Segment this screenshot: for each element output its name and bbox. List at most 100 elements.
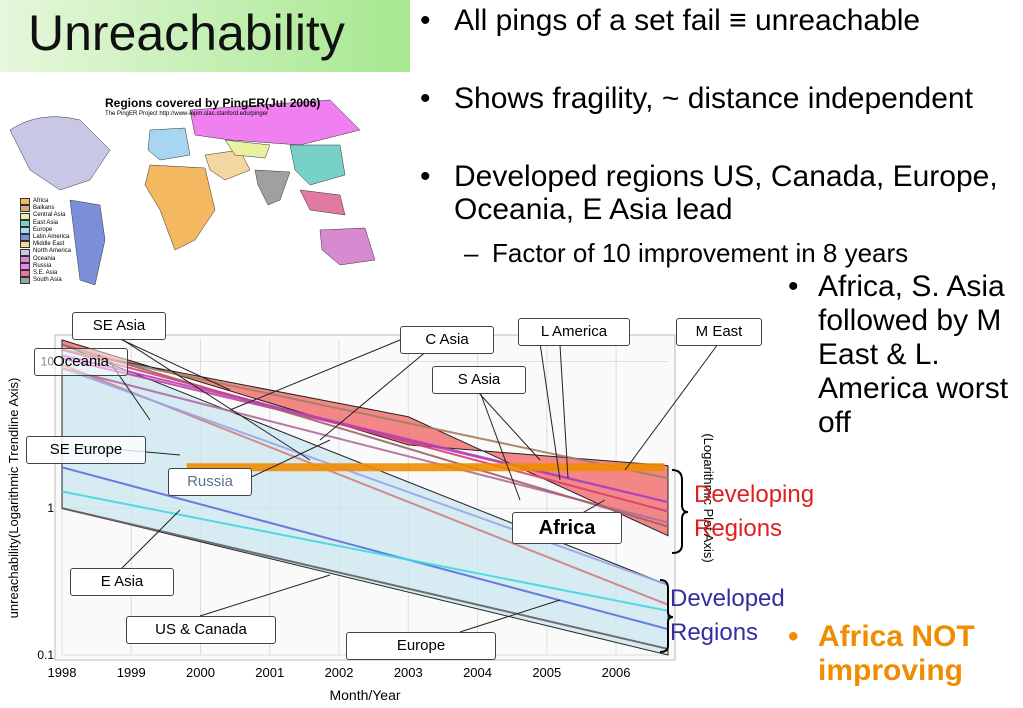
bullet-3: • Developed regions US, Canada, Europe, … — [420, 160, 998, 226]
legend-label: Europe — [33, 226, 53, 233]
series-line-l-america — [61, 348, 669, 513]
legend-swatch — [20, 248, 30, 256]
label-c-asia: C Asia — [400, 326, 494, 354]
legend-label: Latin America — [33, 234, 70, 241]
map-title: Regions covered by PingER(Jul 2006) — [105, 96, 321, 110]
series-line-m-east — [61, 354, 669, 504]
series-line-e-asia — [61, 466, 669, 631]
legend-swatch — [20, 255, 30, 263]
legend-label: Balkans — [33, 205, 55, 212]
title-banner: Unreachability — [0, 0, 410, 72]
legend-label: Africa — [33, 198, 49, 204]
label-se-europe: SE Europe — [26, 436, 146, 464]
legend-item: Middle East — [20, 241, 71, 249]
legend-item: North America — [20, 248, 72, 256]
world-map — [0, 90, 402, 295]
series-line-us-canada — [61, 507, 669, 650]
leader-line — [319, 339, 441, 441]
world-map-graphic — [9, 99, 376, 286]
legend-swatch — [20, 234, 30, 242]
x-tick-label: 2005 — [532, 665, 561, 680]
leader-line — [119, 337, 311, 461]
legend-item: Latin America — [20, 234, 71, 242]
label-e-asia: E Asia — [70, 568, 174, 596]
x-tick-label: 2000 — [186, 665, 215, 680]
leader-line — [539, 342, 561, 481]
x-tick-label: 2002 — [325, 665, 354, 680]
legend-item: South Asia — [20, 277, 71, 285]
map-legend: Africa Balkans Central Asia East Asia Europe… — [20, 198, 72, 285]
x-axis-label: Month/Year — [329, 687, 400, 703]
leader-line — [119, 509, 181, 571]
legend-swatch — [20, 270, 30, 278]
legend-swatch — [20, 212, 30, 220]
legend-label: Oceania — [33, 255, 56, 262]
legend-swatch — [20, 241, 30, 249]
label-l-america: L America — [518, 318, 630, 346]
x-tick-label: 2001 — [255, 665, 284, 680]
leader-line — [459, 599, 561, 633]
legend-swatch — [20, 205, 30, 213]
leader-line — [199, 574, 331, 617]
legend-label: Middle East — [33, 241, 65, 248]
legend-item: East Asia — [20, 220, 71, 227]
label-m-east: M East — [676, 318, 762, 346]
legend-swatch — [20, 226, 30, 234]
legend-swatch — [20, 198, 30, 206]
label-oceania: Oceania — [34, 348, 128, 376]
series-line-europe — [61, 490, 669, 612]
leader-line — [477, 391, 541, 461]
legend-item: S.E. Asia — [20, 270, 71, 278]
x-tick-label: 2006 — [602, 665, 631, 680]
label-developed-regions: Developed Regions — [670, 585, 785, 646]
sub-bullet: – Factor of 10 improvement in 8 years — [464, 238, 909, 268]
legend-swatch — [20, 262, 30, 270]
legend-item: Central Asia — [20, 212, 71, 220]
y-axis-label: unreachability(Logarithmic Trendline Axi… — [6, 378, 21, 619]
orange-bullet: • Africa NOT improving — [788, 620, 975, 687]
legend-label: East Asia — [33, 219, 59, 226]
legend-item: Balkans — [20, 205, 71, 213]
legend-swatch — [20, 219, 30, 227]
series-line-se-europe — [61, 367, 669, 586]
label-s-asia: S Asia — [432, 366, 526, 394]
legend-label: Central Asia — [33, 212, 66, 219]
label-us-canada: US & Canada — [126, 616, 276, 644]
slide-title: Unreachability — [28, 5, 345, 61]
legend-swatch — [20, 277, 30, 285]
legend-label: North America — [33, 248, 72, 255]
bullet-1: • All pings of a set fail ≡ unreachable — [420, 4, 921, 37]
legend-label: South Asia — [33, 277, 62, 284]
legend-item: Russia — [20, 263, 71, 270]
x-tick-label: 2004 — [463, 665, 492, 680]
leader-line — [229, 339, 401, 411]
y-tick-label: 0.1 — [37, 648, 54, 662]
side-bullet: • Africa, S. Asia followed by M East & L… — [788, 270, 1009, 439]
label-se-asia: SE Asia — [72, 312, 166, 340]
label-africa: Africa — [512, 512, 622, 544]
developing-brace — [671, 469, 689, 554]
y2-axis-label: (Logarithmic Plot Axis) — [701, 433, 716, 562]
x-tick-label: 1999 — [117, 665, 146, 680]
leader-line — [479, 391, 521, 501]
legend-item: Europe — [20, 227, 71, 234]
legend-label: S.E. Asia — [33, 270, 58, 277]
leader-line — [559, 344, 569, 479]
y-tick-label: 1 — [47, 501, 54, 515]
leader-line — [117, 337, 231, 391]
legend-item: Africa — [20, 198, 71, 206]
map-subtitle: The PingER Project http://www-iepm.slac.… — [105, 111, 269, 117]
leader-line — [244, 439, 331, 481]
x-tick-label: 2003 — [394, 665, 423, 680]
bullet-2: • Shows fragility, ~ distance independen… — [420, 82, 973, 115]
legend-label: Russia — [33, 262, 52, 269]
leader-line — [624, 343, 719, 471]
developed-brace — [659, 579, 674, 653]
label-developing-regions: Developing Regions — [694, 481, 815, 542]
series-line-se-asia — [61, 343, 669, 528]
label-europe: Europe — [346, 632, 496, 660]
label-russia: Russia — [168, 468, 252, 496]
legend-item: Oceania — [20, 256, 71, 263]
x-tick-label: 1998 — [48, 665, 77, 680]
